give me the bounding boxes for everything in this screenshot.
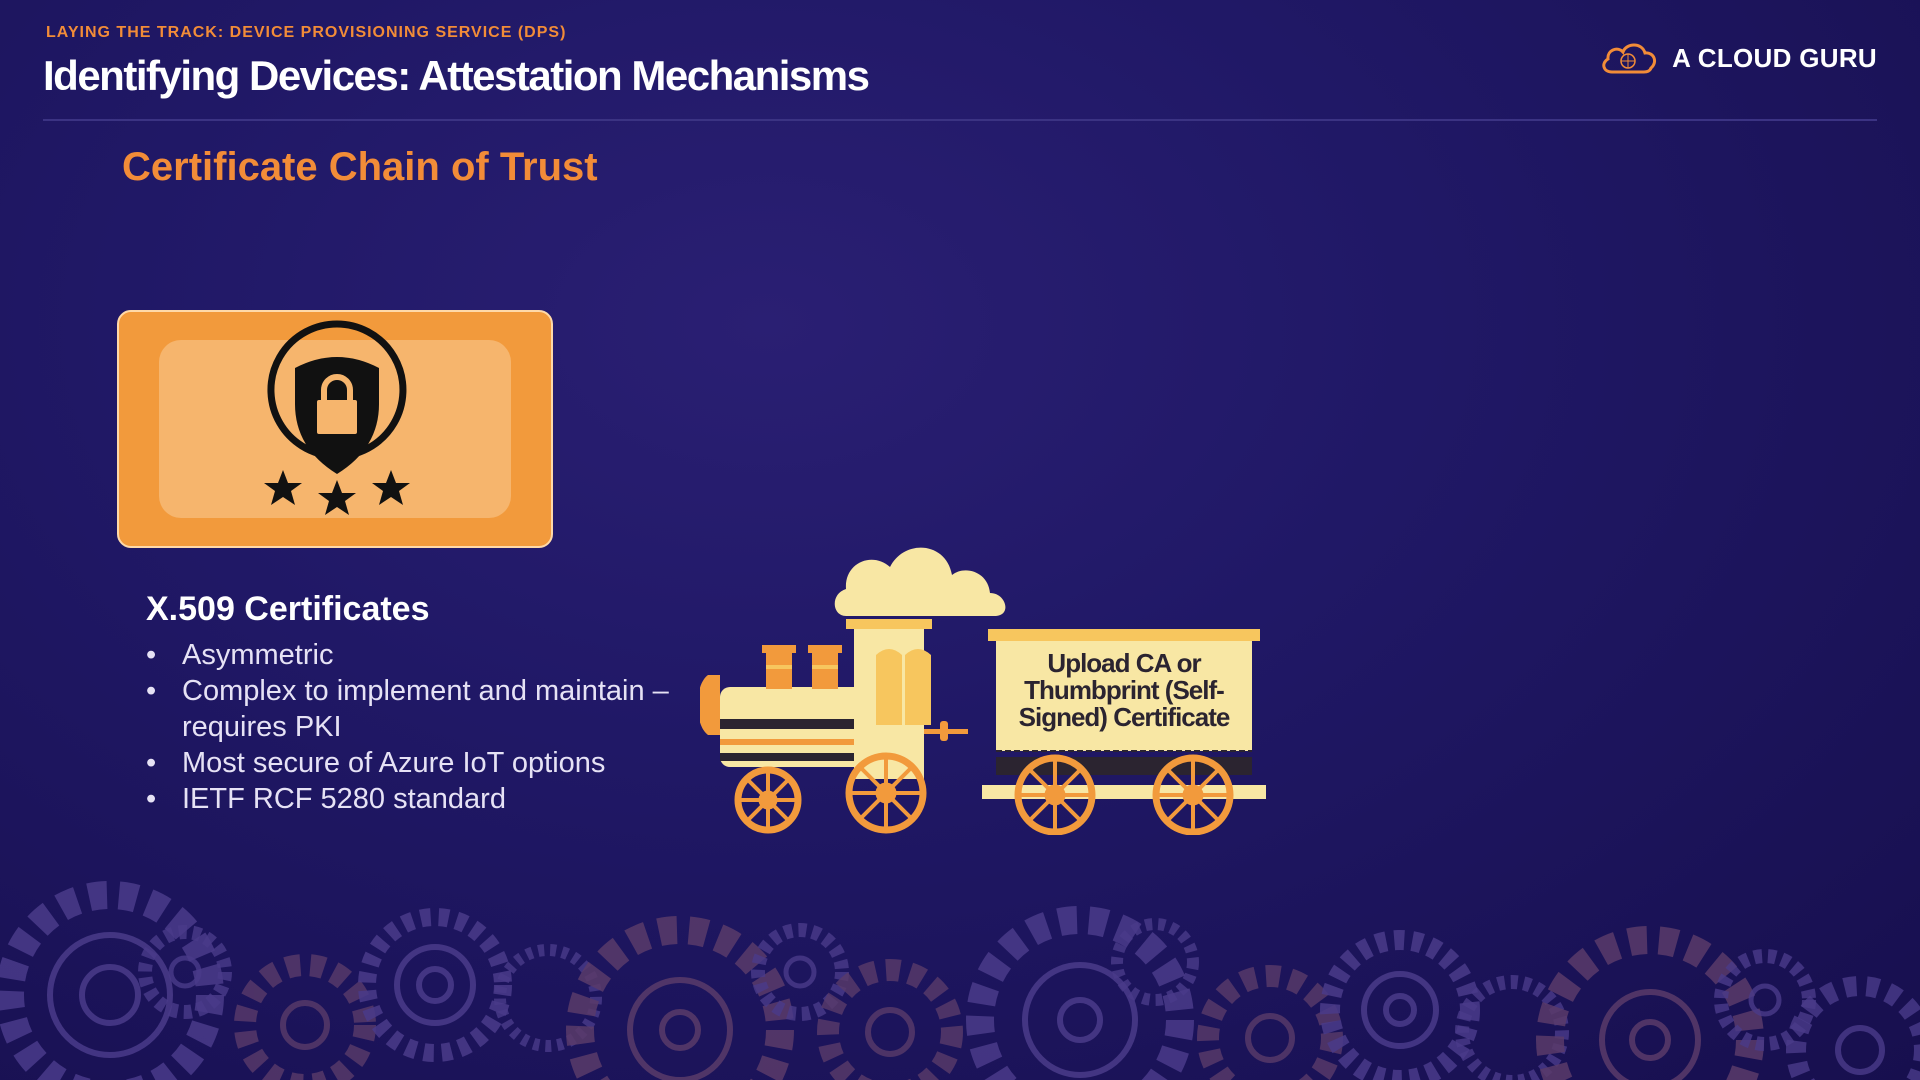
gears-decoration	[0, 881, 1920, 1080]
cloud-logo-icon	[1602, 43, 1657, 74]
feature-list: Asymmetric Complex to implement and main…	[146, 637, 686, 817]
gear-icon	[751, 923, 849, 1021]
list-item: Most secure of Azure IoT options	[146, 745, 686, 781]
smoke-cloud-icon	[834, 547, 1006, 616]
list-item: IETF RCF 5280 standard	[146, 781, 686, 817]
page-title: Identifying Devices: Attestation Mechani…	[43, 52, 870, 99]
header-divider	[43, 119, 1877, 121]
wheels-icon	[734, 752, 1234, 835]
course-eyebrow: LAYING THE TRACK: DEVICE PROVISIONING SE…	[46, 24, 567, 41]
gear-icon	[138, 925, 232, 1019]
gear-icon	[358, 908, 512, 1062]
locomotive-icon	[700, 619, 932, 779]
gear-icon	[494, 944, 602, 1052]
gear-icon	[1111, 918, 1199, 1006]
list-heading: X.509 Certificates	[146, 590, 430, 628]
car-label-line: Upload CA or	[1047, 648, 1201, 678]
lock-icon	[317, 374, 357, 434]
gear-icon	[1786, 976, 1920, 1080]
rail-car-icon: Upload CA or Thumbprint (Self- Signed) C…	[982, 629, 1266, 799]
stars-icon	[264, 470, 410, 515]
list-item: Complex to implement and maintain – requ…	[146, 673, 686, 745]
gear-icon	[1455, 975, 1569, 1080]
logo: A CLOUD GURU	[1598, 38, 1877, 78]
list-item: Asymmetric	[146, 637, 686, 673]
section-title: Certificate Chain of Trust	[122, 145, 598, 189]
shield-lock-stars-icon	[264, 320, 410, 515]
certificate-card	[117, 310, 553, 548]
gear-icon	[566, 916, 794, 1080]
logo-text: A CLOUD GURU	[1672, 42, 1877, 73]
gear-icon	[1197, 965, 1343, 1080]
car-label-line: Signed) Certificate	[1019, 702, 1230, 732]
gear-icon	[817, 959, 963, 1080]
gear-icon	[234, 954, 376, 1080]
gear-icon	[966, 906, 1194, 1080]
train-illustration: Upload CA or Thumbprint (Self- Signed) C…	[700, 547, 1266, 835]
car-label-line: Thumbprint (Self-	[1024, 675, 1224, 705]
gear-icon	[1320, 930, 1480, 1080]
coupling-icon	[924, 721, 968, 741]
